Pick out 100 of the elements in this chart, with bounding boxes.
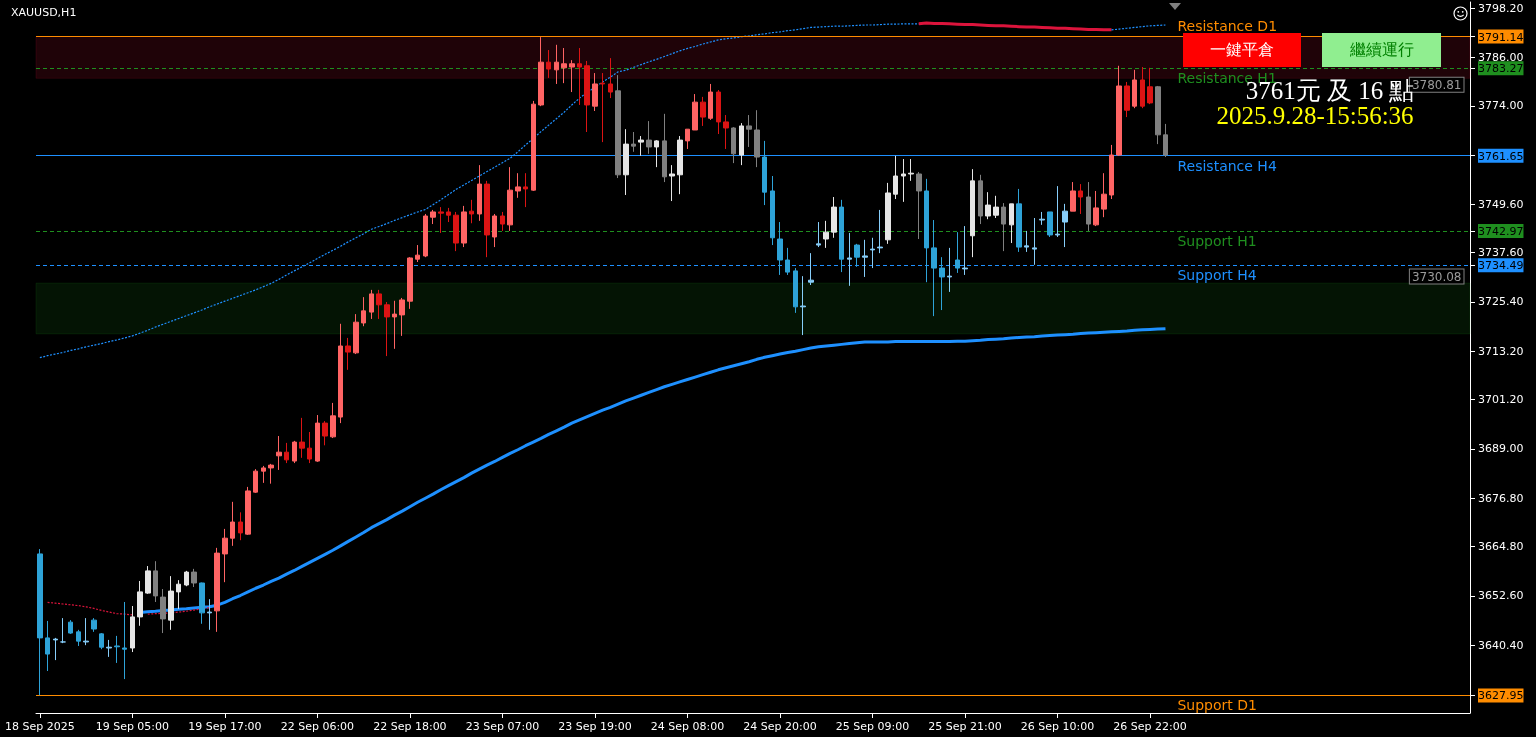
candlestick [1116,65,1122,157]
candlestick [692,93,698,131]
candlestick [685,128,690,150]
candlestick [114,635,120,664]
y-tick-label: 3664.80 [1478,540,1524,554]
candlestick [145,565,151,595]
candlestick [831,196,837,239]
candlestick [168,575,174,631]
candlestick [322,420,328,446]
candlestick [978,174,983,225]
candlestick [446,207,451,223]
candlestick [122,601,127,680]
candlestick [153,560,158,603]
y-tick-label: 3737.60 [1478,246,1524,260]
candlestick [469,199,474,224]
candlestick [130,605,135,653]
candlestick [538,36,544,107]
candlestick [839,199,844,273]
candlestick [1047,211,1053,238]
candlestick [430,209,436,225]
y-tick-label: 3652.60 [1478,589,1524,603]
candlestick [330,402,336,439]
candlestick [531,100,536,192]
y-tick-label: 3742.97 [1478,225,1524,239]
ref-line-label: Support H1 [1177,233,1257,250]
candlestick [1086,181,1091,232]
candlestick [1009,203,1014,244]
candlestick [546,49,551,79]
candlestick [407,256,413,310]
candlestick [608,57,613,99]
candlestick [600,72,605,143]
candlestick [276,435,282,471]
candlestick [870,237,875,269]
candlestick [993,195,999,219]
candlestick [1024,230,1029,253]
candlestick [1078,183,1083,215]
y-tick-label: 3761.65 [1478,149,1524,163]
candlestick [184,570,189,587]
x-tick-label: 23 Sep 07:00 [465,720,540,733]
y-tick-label: 3791.14 [1478,30,1524,44]
candlestick [361,296,366,327]
candlestick [654,139,659,168]
candlestick [53,637,58,661]
candlestick [893,155,898,200]
candlestick [484,180,490,258]
candlestick [207,598,212,631]
x-tick-label: 24 Sep 20:00 [743,720,817,733]
action-button: 一鍵平倉 [1183,33,1301,67]
candlestick [353,313,359,355]
candlestick [1032,217,1037,266]
candlestick [939,256,945,311]
candlestick [1140,66,1145,109]
candlestick [345,337,351,371]
chart-title: XAUUSD,H1 [11,6,77,19]
candlestick [1109,144,1114,200]
candlestick [955,231,960,274]
candlestick [315,414,320,463]
candlestick [453,211,459,252]
candlestick [592,72,598,112]
candlestick [1147,67,1153,105]
candlestick [700,96,706,127]
candlestick [176,579,181,610]
x-tick-label: 25 Sep 21:00 [928,720,1002,733]
candlestick [638,135,644,157]
y-tick-label: 3774.00 [1478,99,1524,113]
x-tick-label: 18 Sep 2025 [5,720,75,733]
candlestick [723,114,729,150]
candlestick [739,122,744,166]
candlestick [515,172,521,199]
line-series [917,21,1113,32]
x-tick-label: 19 Sep 05:00 [95,720,170,733]
candlestick [662,113,667,183]
candlestick [623,128,629,196]
candlestick [68,619,73,635]
candlestick [261,465,266,484]
candlestick [1155,85,1161,145]
candlestick [1001,202,1006,252]
candlestick [523,172,528,208]
candlestick [1093,190,1099,227]
candlestick [191,568,197,588]
candlestick [199,582,205,625]
candlestick [577,47,582,106]
y-tick-label: 3725.40 [1478,295,1524,309]
candlestick [823,220,829,249]
candlestick [238,511,243,541]
candlestick [369,289,374,320]
x-tick-label: 26 Sep 22:00 [1113,720,1187,733]
candlestick [91,617,97,633]
candlestick [854,243,860,268]
ref-line-label: Resistance D1 [1177,17,1278,34]
band-label: 3730.08 [1411,269,1462,284]
candlestick [793,267,798,314]
candlestick [615,74,621,179]
candlestick [477,164,482,222]
candlestick [916,171,922,240]
candlestick [746,114,752,148]
x-tick-label: 22 Sep 06:00 [280,720,355,733]
candlestick [37,548,43,696]
candlestick [399,297,405,337]
candlestick [985,191,991,220]
